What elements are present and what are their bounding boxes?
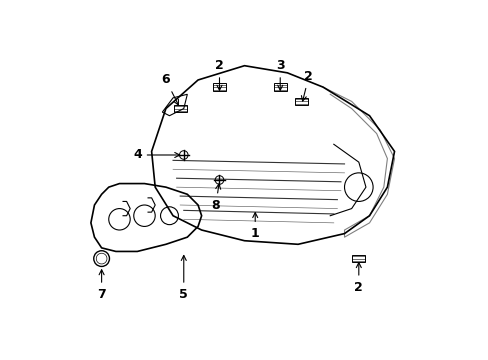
Text: 6: 6 [161, 73, 178, 105]
Text: 4: 4 [133, 148, 180, 162]
Text: 2: 2 [215, 59, 224, 90]
Bar [273, 83, 286, 91]
Bar [173, 105, 186, 112]
Text: 8: 8 [211, 184, 220, 212]
Bar [213, 83, 225, 91]
Bar [352, 255, 365, 262]
Bar [295, 98, 307, 105]
Text: 2: 2 [301, 70, 312, 101]
Text: 1: 1 [250, 213, 259, 240]
Text: 5: 5 [179, 256, 188, 301]
Text: 7: 7 [97, 270, 106, 301]
Text: 2: 2 [354, 262, 363, 294]
Text: 3: 3 [275, 59, 284, 90]
